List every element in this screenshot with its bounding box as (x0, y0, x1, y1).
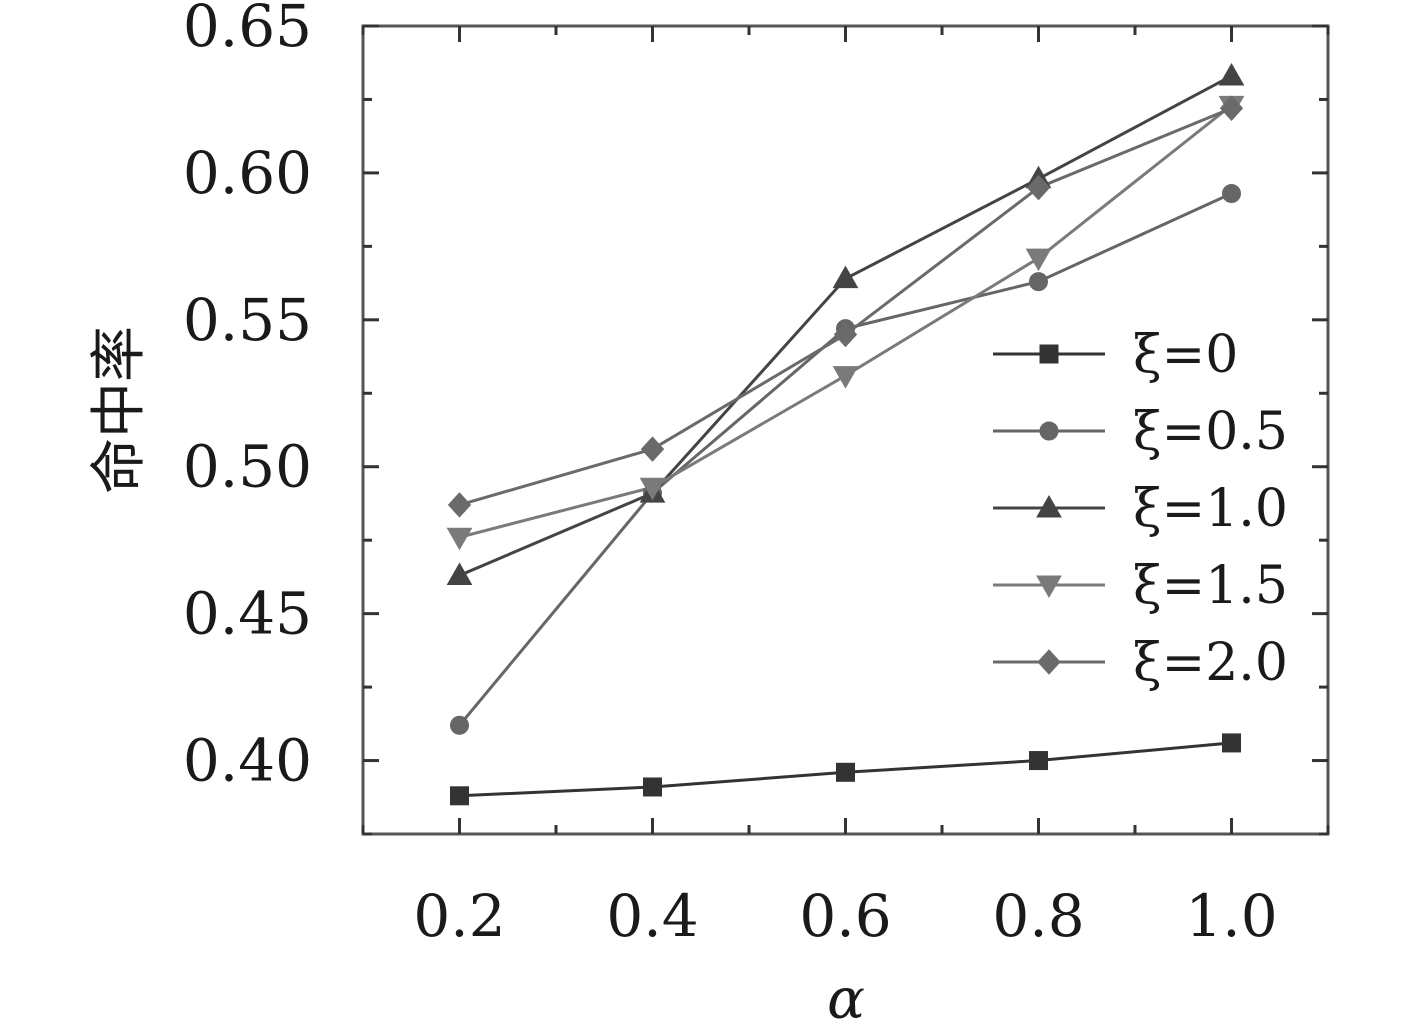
data-point (1029, 272, 1048, 292)
legend-label: ξ=1.5 (1133, 556, 1288, 616)
y-tick-label: 0.50 (183, 433, 312, 501)
data-point (1222, 733, 1241, 753)
data-point (1219, 95, 1244, 122)
data-point (446, 527, 473, 551)
legend-marker (1039, 421, 1059, 441)
axis-ticks (361, 24, 1330, 836)
legend-marker (1036, 575, 1062, 599)
data-point (1222, 183, 1241, 203)
legend: ξ=0 ξ=0.5 ξ=1.0 ξ=1.5 ξ=2.0 (993, 325, 1288, 693)
data-point (643, 777, 662, 797)
y-tick-label: 0.45 (183, 580, 312, 648)
y-tick-label: 0.60 (183, 139, 312, 207)
data-point (450, 715, 469, 735)
y-tick-label: 0.65 (183, 0, 312, 60)
legend-marker (1036, 494, 1062, 518)
data-point (832, 366, 859, 389)
data-point (447, 492, 472, 518)
series-line-4 (459, 106, 1233, 507)
x-tick-label: 1.0 (1185, 882, 1277, 950)
legend-label: ξ=0.5 (1133, 402, 1288, 462)
x-tick-label: 0.6 (799, 882, 891, 950)
data-point (446, 562, 473, 585)
data-point (639, 477, 666, 501)
data-point (833, 321, 858, 348)
x-tick-label: 0.8 (992, 882, 1084, 950)
y-tick-label: 0.40 (183, 727, 312, 795)
legend-label: ξ=0 (1133, 325, 1238, 385)
data-point (1026, 174, 1051, 201)
data-point (450, 786, 469, 806)
data-point (1025, 248, 1052, 272)
legend-marker (1037, 649, 1061, 675)
data-point (640, 436, 665, 462)
data-point (1029, 751, 1048, 771)
y-tick-labels: 0.40 0.45 0.50 0.55 0.60 0.65 (183, 0, 312, 795)
x-tick-label: 0.2 (413, 882, 505, 950)
data-point (832, 265, 859, 289)
data-point (1218, 62, 1245, 86)
data-point (836, 762, 855, 782)
x-axis-title: α (827, 967, 865, 1028)
y-tick-label: 0.55 (183, 286, 312, 354)
x-tick-labels: 0.2 0.4 0.6 0.8 1.0 (413, 882, 1277, 950)
legend-label: ξ=1.0 (1133, 479, 1288, 539)
y-axis-title: 命中率 (87, 326, 152, 494)
x-tick-label: 0.4 (606, 882, 698, 950)
legend-label: ξ=2.0 (1133, 633, 1288, 693)
series-lines (458, 74, 1233, 798)
series-markers (446, 62, 1245, 806)
legend-marker (1039, 344, 1059, 364)
